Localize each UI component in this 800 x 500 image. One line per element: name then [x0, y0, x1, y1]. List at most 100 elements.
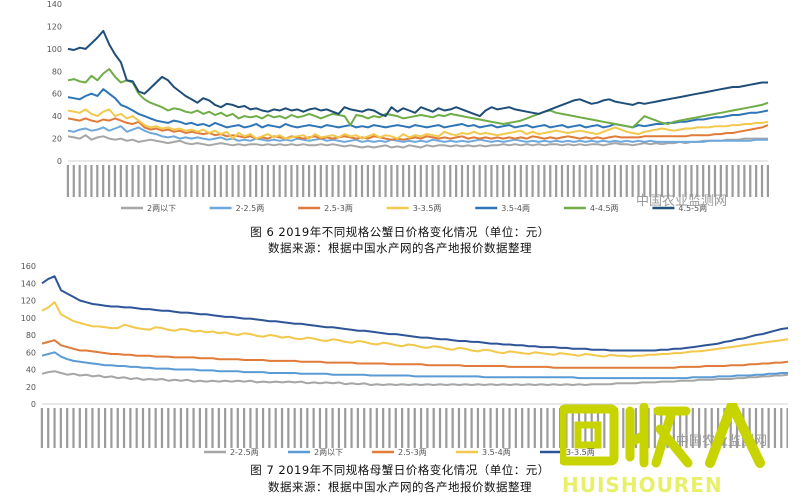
x-tick-mark: [266, 165, 269, 197]
x-tick-mark: [66, 165, 69, 197]
chart-1-caption: 图 6 2019年不同规格公蟹日价格变化情况（单位：元）: [250, 225, 550, 239]
x-tick-mark: [360, 165, 364, 197]
x-tick-mark: [78, 165, 81, 197]
x-tick-mark: [622, 408, 625, 448]
x-tick-mark: [143, 165, 146, 197]
logo-text: HUISHOUREN: [562, 473, 723, 497]
y-tick-label: 100: [21, 314, 36, 323]
x-tick-mark: [555, 165, 558, 197]
x-tick-mark: [190, 165, 193, 197]
x-tick-mark: [496, 165, 499, 197]
x-tick-mark: [213, 165, 217, 197]
x-tick-mark: [91, 408, 94, 448]
x-tick-mark: [129, 408, 132, 448]
x-tick-mark: [729, 408, 732, 448]
x-tick-mark: [296, 165, 299, 197]
x-tick-mark: [178, 165, 181, 197]
x-tick-mark: [786, 408, 788, 448]
x-tick-mark: [137, 165, 140, 197]
x-tick-mark: [135, 408, 138, 448]
x-tick-mark: [696, 165, 699, 197]
x-tick-mark: [731, 165, 734, 197]
x-tick-mark: [219, 165, 222, 197]
x-tick-mark: [566, 165, 569, 197]
x-tick-mark: [484, 165, 487, 197]
x-tick-mark: [72, 165, 75, 197]
x-tick-mark: [426, 408, 429, 448]
x-tick-mark: [148, 408, 151, 448]
x-tick-mark: [590, 165, 593, 197]
x-tick-mark: [549, 165, 552, 197]
x-tick-mark: [255, 408, 258, 448]
x-tick-mark: [507, 165, 511, 197]
x-tick-mark: [690, 165, 693, 197]
x-tick-mark: [419, 165, 422, 197]
x-tick-mark: [96, 165, 99, 197]
x-tick-mark: [160, 165, 164, 197]
x-tick-mark: [508, 408, 511, 448]
x-tick-mark: [603, 408, 606, 448]
x-tick-mark: [211, 408, 214, 448]
legend-label: 2-2.5两: [236, 204, 265, 213]
chart-2-source: 数据来源：根据中国水产网的各产地报价数据整理: [268, 480, 532, 494]
x-tick-mark: [249, 408, 252, 448]
x-tick-mark: [684, 165, 687, 197]
x-tick-mark: [356, 408, 359, 448]
y-tick-label: 40: [52, 112, 62, 121]
x-tick-mark: [470, 408, 473, 448]
x-tick-mark: [131, 165, 134, 197]
x-tick-labels: [40, 408, 788, 448]
x-tick-mark: [372, 165, 375, 197]
x-tick-mark: [457, 408, 461, 448]
series-line-4.5-5两: [67, 29, 768, 118]
x-tick-mark: [531, 165, 534, 197]
x-tick-mark: [205, 408, 208, 448]
x-tick-mark: [160, 408, 164, 448]
x-tick-mark: [350, 408, 353, 448]
legend-label: 4-4.5两: [590, 204, 619, 213]
x-tick-mark: [713, 165, 717, 197]
series-line-2两以下: [67, 134, 768, 149]
x-tick-mark: [192, 408, 195, 448]
x-tick-mark: [431, 165, 434, 197]
x-tick-mark: [780, 408, 783, 448]
x-tick-mark: [519, 165, 522, 197]
x-tick-mark: [483, 408, 486, 448]
x-tick-mark: [179, 408, 183, 448]
x-tick-mark: [299, 408, 303, 448]
x-tick-mark: [198, 408, 201, 448]
x-tick-mark: [369, 408, 372, 448]
x-tick-mark: [766, 165, 769, 197]
x-tick-mark: [655, 165, 658, 197]
x-tick-mark: [172, 165, 175, 197]
legend-label: 2.5-3两: [398, 448, 427, 457]
x-tick-mark: [155, 165, 158, 197]
x-tick-mark: [236, 408, 239, 448]
x-tick-mark: [202, 165, 205, 197]
chart-2-caption: 图 7 2019年不同规格母蟹日价格变化情况（单位：元）: [250, 463, 550, 477]
x-tick-mark: [207, 165, 211, 197]
series-line-2.5-3两: [41, 339, 788, 369]
x-tick-mark: [432, 408, 435, 448]
x-tick-mark: [560, 165, 564, 197]
x-tick-mark: [698, 408, 701, 448]
x-tick-mark: [584, 165, 587, 197]
x-tick-mark: [243, 408, 246, 448]
series-line-2-2.5两: [41, 370, 788, 386]
x-tick-mark: [691, 408, 694, 448]
x-tick-mark: [287, 408, 290, 448]
y-tick-label: 20: [26, 383, 36, 392]
x-tick-mark: [166, 165, 169, 197]
x-tick-mark: [184, 165, 187, 197]
x-tick-mark: [596, 165, 599, 197]
x-tick-mark: [122, 408, 126, 448]
x-tick-mark: [543, 165, 546, 197]
x-tick-mark: [375, 408, 378, 448]
x-tick-mark: [59, 408, 62, 448]
legend-label: 2-2.5两: [230, 448, 259, 457]
x-tick-mark: [401, 408, 404, 448]
x-tick-mark: [502, 165, 505, 197]
x-tick-mark: [116, 408, 119, 448]
x-tick-mark: [476, 408, 480, 448]
x-tick-mark: [443, 165, 446, 197]
